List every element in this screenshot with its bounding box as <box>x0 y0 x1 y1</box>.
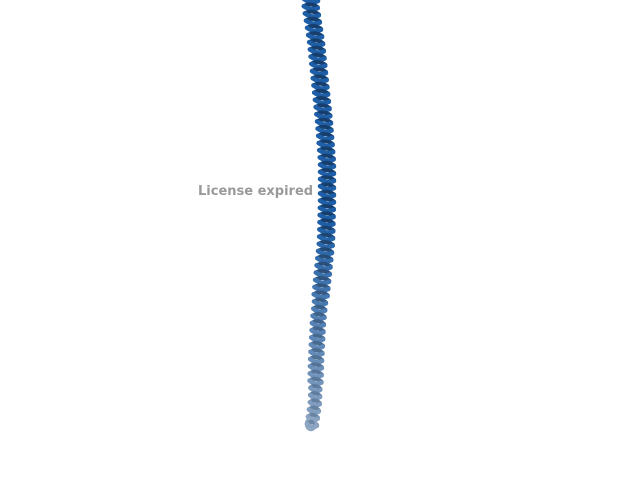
helix-turn-front <box>313 104 332 113</box>
helix-turn-front <box>307 392 323 401</box>
helix-turn-front <box>308 349 325 358</box>
helix-turn-front <box>309 68 329 77</box>
helix-turn-front <box>309 327 326 336</box>
license-expired-label: License expired <box>198 184 314 199</box>
helix-turn-front <box>308 54 327 62</box>
helix-turn-front <box>307 363 325 372</box>
helix-turn-front <box>310 75 329 84</box>
helix-turn-front <box>315 255 334 264</box>
helix-turn-front <box>302 11 322 19</box>
helix-turn-front <box>314 263 333 271</box>
helix-turn-front <box>312 97 332 106</box>
helix-terminal-loop <box>304 416 318 432</box>
helix-turn-front <box>309 61 328 70</box>
helix-turn-front <box>304 25 324 34</box>
helix-turn-front <box>312 284 331 293</box>
helix-turn-front <box>315 133 335 142</box>
helix-turn-front <box>306 39 326 48</box>
helix-turn-front <box>316 140 335 149</box>
helix-turn-front <box>307 371 324 379</box>
helix-turn-front <box>308 342 326 350</box>
helix-turn-front <box>313 270 333 278</box>
helix-turn-front <box>317 162 337 170</box>
helix-turn-front <box>310 313 327 322</box>
helix-turn-front <box>307 47 327 55</box>
helix-turn-front <box>307 378 324 386</box>
helix-coil-group <box>301 0 337 432</box>
helix-turn-front <box>317 227 336 235</box>
helix-turn-front <box>314 111 333 120</box>
helix-turn-front <box>305 32 325 41</box>
helix-turn-front <box>317 219 336 228</box>
helix-turn-front <box>315 248 335 257</box>
helix-turn-front <box>315 126 334 134</box>
helix-turn-front <box>311 83 330 91</box>
helix-turn-front <box>317 176 337 185</box>
helix-turn-front <box>317 198 337 206</box>
helix-turn-front <box>317 155 336 163</box>
helix-turn-front <box>307 356 325 365</box>
helix-turn-front <box>317 183 337 192</box>
helix-turn-front <box>312 277 332 286</box>
helix-turn-front <box>303 18 323 26</box>
helix-turn-front <box>310 306 328 314</box>
helix-turn-front <box>307 399 323 408</box>
helix-turn-front <box>309 320 327 329</box>
helix-turn-front <box>301 3 321 12</box>
helix-turn-front <box>306 407 322 415</box>
helix-turn-front <box>317 169 337 178</box>
helix-turn-front <box>316 241 335 250</box>
helix-turn-front <box>301 0 321 5</box>
helix-turn-front <box>311 90 331 98</box>
helix-turn-front <box>317 191 337 199</box>
helix-turn-front <box>308 385 323 394</box>
helix-turn-front <box>311 291 330 300</box>
helix-turn-front <box>317 205 337 214</box>
helix-turn-front <box>311 299 329 307</box>
helix-turn-front <box>314 119 334 127</box>
helix-turn-front <box>317 212 336 221</box>
helix-turn-front <box>308 335 326 343</box>
helix-turn-front <box>316 234 336 242</box>
helix-turn-front <box>316 147 336 156</box>
